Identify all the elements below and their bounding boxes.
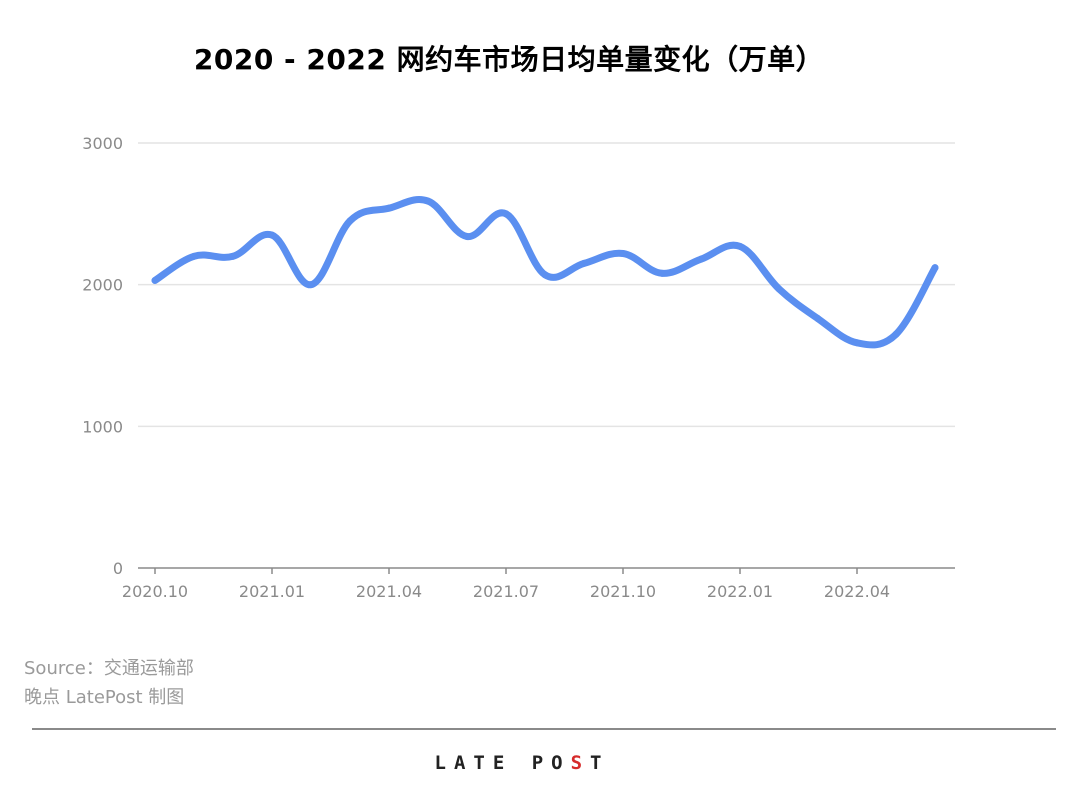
data-point-2020.10 — [151, 276, 159, 284]
y-axis-labels: 0 1000 2000 3000 — [82, 134, 123, 578]
x-tick-label: 2021.01 — [239, 582, 305, 601]
data-point-2020.11 — [190, 252, 198, 260]
data-point-2021.09 — [580, 259, 588, 267]
x-tick-label: 2020.10 — [122, 582, 188, 601]
source-line: Source：交通运输部 — [24, 658, 194, 679]
x-axis — [138, 567, 955, 574]
data-point-2021.08 — [541, 271, 549, 279]
data-point-2021.02 — [307, 281, 315, 289]
chart-title: 2020 - 2022 网约车市场日均单量变化（万单） — [193, 43, 825, 76]
data-point-2021.12 — [697, 255, 705, 263]
source-note: Source：交通运输部 晚点 LatePost 制图 — [24, 654, 194, 712]
latepost-logo: LATE POST — [0, 752, 1044, 774]
data-point-2022.04 — [853, 339, 861, 347]
y-tick-label: 1000 — [82, 417, 123, 436]
x-tick-label: 2021.10 — [590, 582, 656, 601]
x-tick-label: 2022.04 — [824, 582, 890, 601]
logo-accent-letter: S — [570, 752, 591, 774]
footer-divider — [32, 728, 1056, 730]
data-point-2022.02 — [775, 285, 783, 293]
x-tick-label: 2021.04 — [356, 582, 422, 601]
line-chart: 0 1000 2000 3000 2020.10 2021.01 2021.04 2021.… — [82, 134, 955, 601]
credit-line: 晚点 LatePost 制图 — [24, 687, 185, 708]
logo-text-end: T — [590, 752, 610, 774]
data-point-2022.03 — [814, 315, 822, 323]
data-point-2020.12 — [229, 252, 237, 260]
x-tick-label: 2022.01 — [707, 582, 773, 601]
gridlines — [138, 142, 955, 428]
data-point-2021.11 — [658, 269, 666, 277]
data-point-2022.05 — [892, 330, 900, 338]
x-tick-label: 2021.07 — [473, 582, 539, 601]
data-point-2022.06 — [931, 264, 939, 272]
data-point-2021.03 — [346, 217, 354, 225]
data-point-2021.06 — [463, 233, 471, 240]
data-point-2022.01 — [736, 242, 744, 250]
y-tick-label: 3000 — [82, 134, 123, 153]
data-point-2021.04 — [385, 204, 393, 212]
data-point-2021.10 — [619, 250, 627, 257]
logo-text-start: LATE PO — [434, 752, 571, 774]
series-group — [151, 196, 939, 349]
data-point-2021.05 — [424, 197, 432, 205]
data-point-2021.01 — [268, 231, 276, 239]
data-point-2021.07 — [502, 210, 510, 218]
x-axis-labels: 2020.10 2021.01 2021.04 2021.07 2021.10 2022.… — [122, 582, 890, 601]
y-tick-label: 0 — [113, 559, 123, 578]
y-tick-label: 2000 — [82, 276, 123, 295]
